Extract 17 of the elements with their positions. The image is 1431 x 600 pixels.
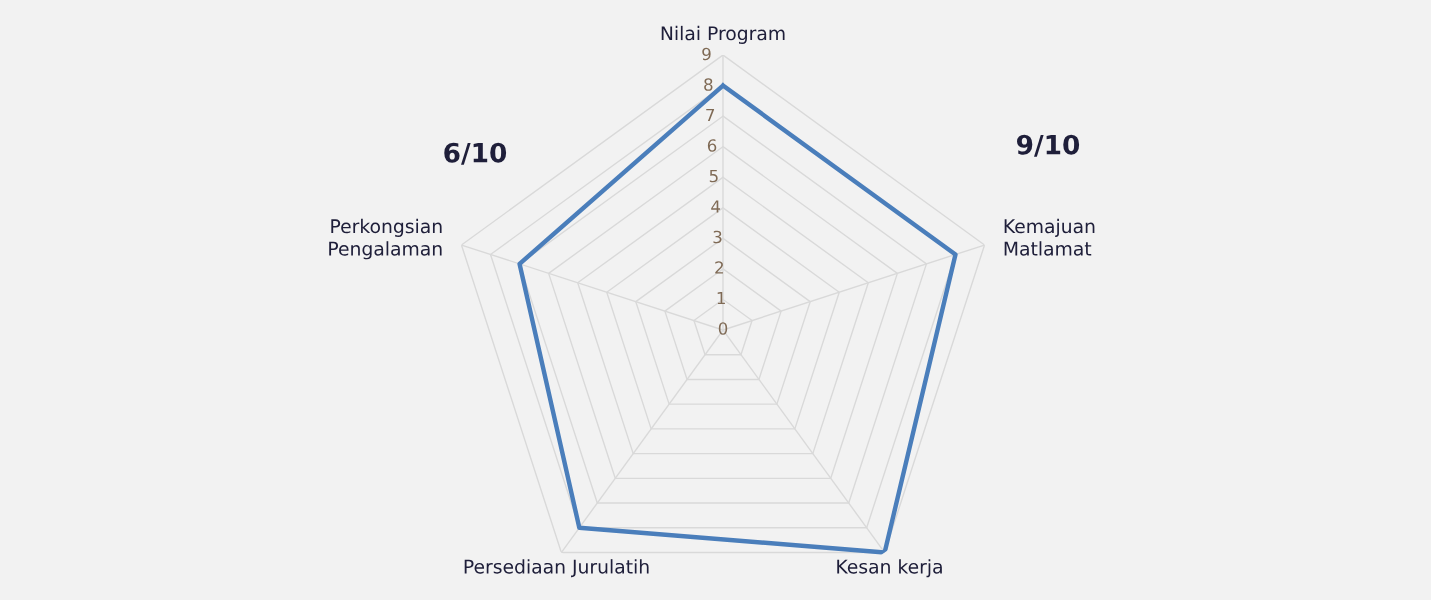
y-tick-label: 8 — [704, 78, 713, 91]
y-tick-label: 1 — [717, 291, 725, 305]
y-tick-label: 2 — [715, 261, 723, 274]
spoke-label: Nilai Program — [661, 25, 785, 44]
spoke-label: Persediaan Jurulatih — [464, 559, 649, 578]
text: 6/10 — [444, 142, 507, 165]
text: 9/10 — [1017, 134, 1080, 157]
y-tick-label: 9 — [702, 47, 711, 61]
y-tick-label: 0 — [718, 322, 728, 335]
y-tick-label: 4 — [711, 200, 721, 213]
spoke-label: Kesan kerja — [837, 559, 942, 578]
y-tick-label: 5 — [709, 169, 718, 183]
y-tick-label: 3 — [713, 230, 722, 244]
spoke-label: Kemajuan Matlamat — [1004, 218, 1095, 256]
y-tick-label: 7 — [706, 108, 715, 122]
y-tick-label: 6 — [707, 139, 717, 152]
spoke-label: Perkongsian Pengalaman — [329, 218, 442, 260]
